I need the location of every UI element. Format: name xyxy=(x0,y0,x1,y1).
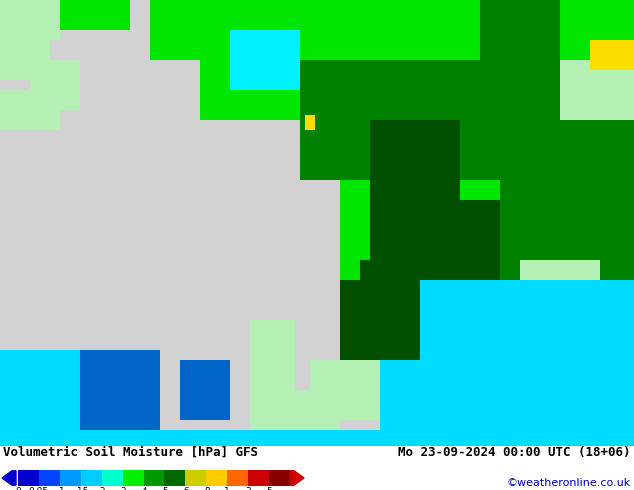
Text: .15: .15 xyxy=(74,487,88,490)
Text: 0.05: 0.05 xyxy=(29,487,49,490)
Text: ©weatheronline.co.uk: ©weatheronline.co.uk xyxy=(507,478,631,488)
FancyArrow shape xyxy=(2,471,16,485)
Bar xyxy=(122,470,143,486)
Text: Volumetric Soil Moisture [hPa] GFS: Volumetric Soil Moisture [hPa] GFS xyxy=(3,446,258,459)
Text: 0: 0 xyxy=(15,487,21,490)
Bar xyxy=(164,470,185,486)
Text: Mo 23-09-2024 00:00 UTC (18+06): Mo 23-09-2024 00:00 UTC (18+06) xyxy=(399,446,631,459)
Bar xyxy=(39,470,60,486)
Bar xyxy=(206,470,227,486)
Text: .3: .3 xyxy=(119,487,127,490)
Text: .5: .5 xyxy=(160,487,169,490)
Bar xyxy=(81,470,101,486)
Text: 1: 1 xyxy=(224,487,230,490)
Text: .8: .8 xyxy=(202,487,210,490)
Bar xyxy=(248,470,269,486)
Text: .1: .1 xyxy=(56,487,64,490)
Bar xyxy=(143,470,164,486)
Bar xyxy=(269,470,290,486)
Text: 3: 3 xyxy=(245,487,251,490)
Bar xyxy=(18,470,39,486)
Bar xyxy=(185,470,206,486)
Text: .4: .4 xyxy=(139,487,148,490)
Bar xyxy=(60,470,81,486)
Bar xyxy=(101,470,122,486)
Bar xyxy=(227,470,248,486)
Text: 5: 5 xyxy=(266,487,272,490)
Text: .6: .6 xyxy=(181,487,190,490)
FancyArrow shape xyxy=(290,471,304,485)
Text: .2: .2 xyxy=(98,487,106,490)
